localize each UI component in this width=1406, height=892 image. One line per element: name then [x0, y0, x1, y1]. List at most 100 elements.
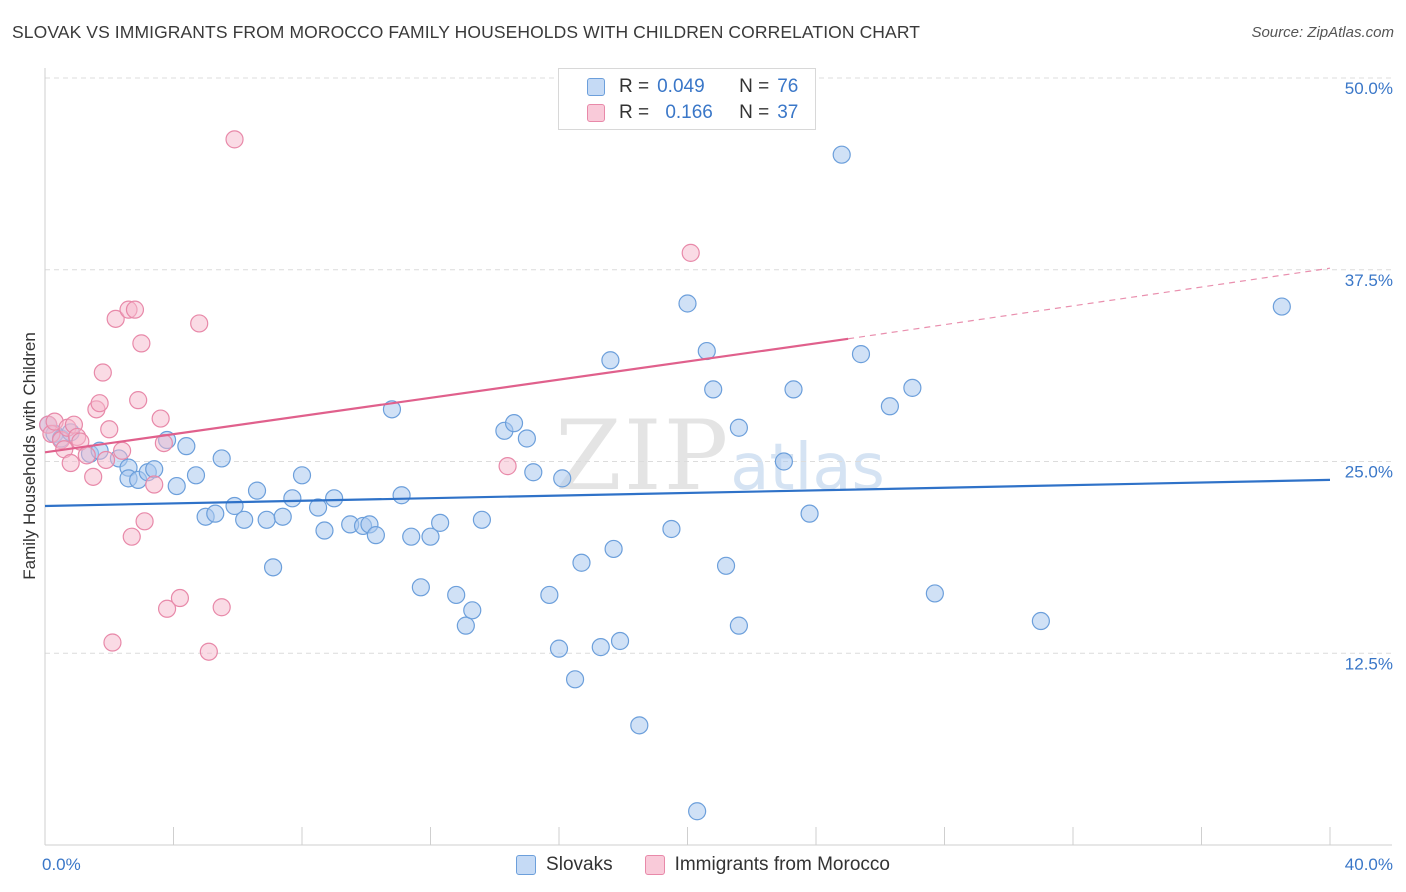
slovaks-point	[206, 504, 225, 523]
morocco-point	[93, 363, 112, 382]
slovaks-point	[630, 716, 649, 735]
x-tick-label: 0.0%	[42, 855, 81, 874]
slovaks-point	[524, 463, 543, 482]
source-credit: Source: ZipAtlas.com	[1251, 24, 1394, 41]
legend-n-label: N =	[739, 76, 770, 97]
slovaks-swatch	[516, 855, 537, 875]
legend-n-value: 76	[777, 76, 799, 97]
morocco-point	[498, 457, 517, 476]
morocco-point	[84, 467, 103, 486]
legend-n-label: N =	[739, 102, 770, 123]
watermark-atlas: atlas	[730, 431, 885, 505]
morocco-point	[135, 512, 154, 531]
slovaks-point	[366, 526, 385, 545]
morocco-point	[125, 300, 145, 319]
slovaks-point	[610, 631, 630, 651]
slovaks-point	[257, 510, 276, 529]
morocco-point	[106, 309, 125, 328]
slovaks-point	[774, 452, 793, 471]
slovaks-point	[1031, 611, 1050, 631]
morocco-point	[212, 598, 231, 617]
morocco-point	[132, 334, 151, 353]
slovaks-point	[421, 527, 440, 546]
morocco-point	[96, 450, 116, 470]
slovaks-point	[411, 578, 430, 597]
morocco-trend-line	[44, 337, 849, 454]
slovaks-point	[851, 345, 871, 364]
slovaks-point	[604, 539, 623, 559]
legend-item-slovaks: Slovaks	[516, 854, 613, 876]
slovaks-point	[283, 489, 302, 508]
slovaks-point	[247, 481, 267, 500]
morocco-point	[112, 441, 132, 460]
slovaks-point	[729, 616, 749, 635]
slovaks-point	[565, 670, 585, 689]
slovaks-point	[273, 507, 292, 526]
slovaks-point	[925, 584, 944, 603]
slovaks-point	[392, 486, 411, 505]
correlation-legend: R = 0.049 N = 76 R = 0.166 N = 37	[558, 68, 816, 130]
slovaks-point	[678, 294, 697, 313]
slovaks-point	[572, 553, 591, 572]
slovaks-point	[472, 510, 491, 529]
legend-row-morocco: R = 0.166 N = 37	[587, 101, 798, 125]
morocco-point	[145, 475, 164, 494]
slovaks-point	[431, 513, 450, 532]
slovaks-point	[456, 616, 475, 635]
slovaks-point	[504, 414, 524, 433]
slovaks-point	[235, 510, 254, 529]
morocco-point	[157, 599, 177, 618]
morocco-point	[129, 391, 148, 410]
legend-r-label: R =	[619, 76, 650, 97]
y-tick-label: 37.5%	[1345, 271, 1393, 290]
slovaks-swatch	[587, 78, 605, 96]
slovaks-point	[591, 638, 610, 657]
slovaks-point	[447, 585, 466, 605]
slovaks-point	[880, 397, 899, 416]
slovaks-point	[549, 639, 569, 658]
morocco-point	[170, 588, 190, 608]
series-legend: Slovaks Immigrants from Morocco	[0, 852, 1406, 878]
morocco-point	[122, 527, 141, 546]
slovaks-point	[292, 466, 312, 485]
morocco-point	[100, 420, 119, 439]
legend-r-label: R =	[619, 102, 650, 123]
slovaks-trend-line	[44, 478, 1331, 508]
slovaks-point	[601, 351, 620, 370]
legend-item-label: Slovaks	[546, 854, 613, 875]
slovaks-point	[212, 449, 231, 468]
slovaks-point	[729, 418, 749, 437]
legend-item-morocco: Immigrants from Morocco	[644, 854, 890, 876]
morocco-trend-extension	[848, 267, 1331, 340]
slovaks-point	[263, 558, 283, 577]
slovaks-point	[463, 601, 482, 620]
slovaks-point	[1272, 297, 1291, 316]
slovaks-point	[167, 476, 186, 496]
morocco-point	[61, 453, 80, 473]
slovaks-point	[716, 556, 736, 575]
slovaks-point	[186, 466, 206, 485]
slovaks-point	[704, 380, 723, 399]
slovaks-point	[402, 527, 421, 546]
slovaks-point	[784, 380, 803, 399]
slovaks-point	[662, 519, 681, 539]
slovaks-point	[540, 585, 559, 605]
morocco-point	[190, 314, 209, 333]
y-tick-label: 50.0%	[1345, 79, 1393, 98]
slovaks-point	[517, 429, 536, 448]
morocco-swatch	[587, 104, 605, 122]
legend-r-value: 0.049	[657, 76, 705, 97]
slovaks-point	[903, 378, 922, 397]
x-tick-label: 40.0%	[1345, 855, 1393, 874]
morocco-point	[199, 642, 218, 661]
morocco-swatch	[644, 855, 665, 875]
slovaks-point	[800, 504, 819, 523]
legend-r-value: 0.166	[665, 102, 713, 123]
y-tick-label: 12.5%	[1345, 654, 1393, 673]
morocco-point	[103, 633, 122, 652]
legend-n-value: 37	[777, 102, 799, 123]
slovaks-point	[315, 521, 334, 540]
y-tick-label: 25.0%	[1345, 463, 1393, 482]
slovaks-point	[325, 489, 344, 508]
